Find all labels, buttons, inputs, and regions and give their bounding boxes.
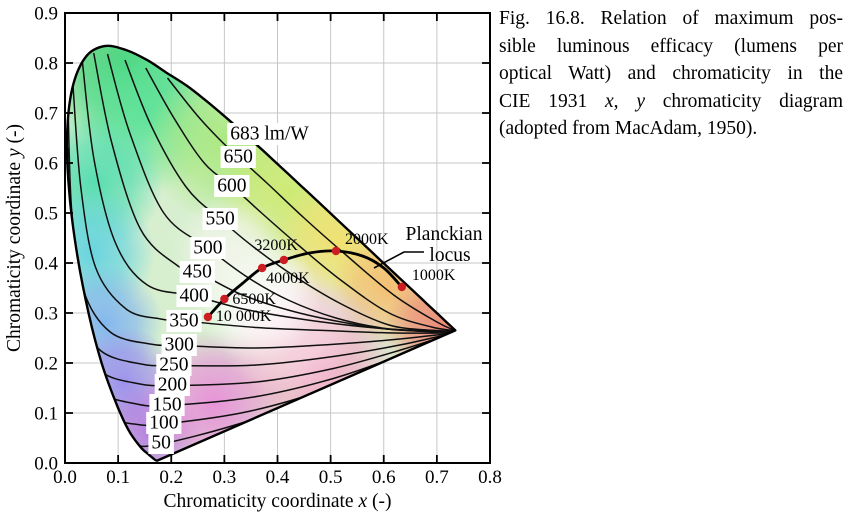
temperature-label-2000K: 2000K: [345, 231, 389, 248]
contour-label-500: 500: [193, 238, 222, 259]
axis-text: Chromaticity coordinate: [164, 491, 359, 512]
contour-line-600: [145, 67, 455, 332]
temperature-label-6500K: 6500K: [232, 291, 276, 308]
caption-text: optical Watt) and chromaticity in the: [499, 63, 843, 85]
contour-label-pill: [146, 412, 182, 434]
caption-line: Fig. 16.8. Relation of maximum pos-: [499, 5, 843, 33]
figure-caption: Fig. 16.8. Relation of maximum pos-sible…: [499, 5, 843, 143]
y-tick-label: 0.6: [34, 154, 58, 175]
caption-text: ,: [613, 90, 637, 112]
temperature-label-4000K: 4000K: [266, 270, 310, 287]
contour-label-pill: [190, 237, 226, 259]
caption-line: (adopted from MacAdam, 1950).: [499, 115, 843, 143]
contour-label-pill: [156, 354, 192, 376]
temperature-dot-1000K: [397, 282, 407, 292]
axis-text: Chromaticity coordinate: [4, 157, 25, 352]
y-tick-label: 0.2: [34, 354, 58, 375]
y-tick-label: 0.7: [34, 104, 58, 125]
spectral-locus-outline: [65, 44, 457, 462]
contour-line-550: [124, 59, 454, 332]
x-tick-label: 0.3: [213, 467, 237, 488]
temperature-dot-3200K: [279, 255, 289, 265]
y-tick-label: 0.3: [34, 304, 58, 325]
x-tick-label: 0.6: [372, 467, 396, 488]
axis-text: (-): [367, 491, 391, 512]
caption-variable: y: [636, 90, 645, 112]
temperature-label-3200K: 3200K: [254, 237, 298, 254]
planckian-locus-pointer: [373, 251, 424, 269]
tick-labels: 0.0 0.1 0.2 0.3 0.4 0.5 0.6 0.7 0.8 0.0 0.1 0.2 0.3 0…: [34, 4, 502, 489]
contour-label-683: 683 lm/W: [230, 124, 309, 145]
x-tick-label: 0.8: [478, 467, 502, 488]
caption-text: CIE 1931: [499, 90, 605, 112]
contour-label-650: 650: [224, 147, 253, 168]
caption-line: CIE 1931 x, y chromaticity diagram: [499, 88, 843, 116]
x-axis-title: Chromaticity coordinate x (-): [164, 491, 392, 512]
contour-label-pill: [214, 175, 250, 197]
caption-line: sible luminous efficacy (lumens per: [499, 33, 843, 61]
caption-variable: x: [605, 90, 614, 112]
y-axis-title: Chromaticity coordinate y (-): [4, 124, 25, 352]
axis-text: (-): [4, 124, 25, 148]
x-tick-label: 0.4: [266, 467, 290, 488]
contour-label-pill: [176, 285, 212, 307]
x-tick-label: 0.7: [425, 467, 449, 488]
caption-text: Fig. 16.8. Relation of maximum pos-: [499, 8, 843, 29]
temperature-dot-2000K: [331, 246, 341, 256]
contour-label-pill: [154, 374, 190, 396]
contour-label-pill: [148, 432, 174, 454]
y-tick-label: 0.1: [34, 404, 58, 425]
contour-label-400: 400: [179, 286, 208, 307]
contour-line-650: [166, 77, 456, 331]
contour-label-550: 550: [206, 209, 235, 230]
contour-label-200: 200: [158, 375, 187, 396]
axis-variable: y: [4, 148, 25, 159]
x-tick-label: 0.1: [106, 467, 130, 488]
axis-variable: x: [357, 491, 367, 512]
temperature-label-10000K: 10 000K: [216, 308, 272, 325]
caption-line: optical Watt) and chromaticity in the: [499, 60, 843, 88]
y-tick-label: 0.4: [34, 254, 58, 275]
caption-text: chromaticity diagram: [644, 90, 843, 112]
x-tick-label: 0.5: [319, 467, 343, 488]
contour-label-pill: [179, 261, 215, 283]
contour-label-250: 250: [159, 355, 188, 376]
contour-label-pill: [202, 208, 238, 230]
caption-text: (adopted from MacAdam, 1950).: [499, 118, 758, 140]
planckian-locus-annotation: Planckian: [406, 224, 483, 245]
planckian-locus-curve: [206, 249, 403, 318]
axis-ticks: [64, 12, 491, 464]
contour-label-150: 150: [152, 395, 181, 416]
contour-label-pill: [166, 310, 202, 332]
y-tick-label: 0.8: [34, 54, 58, 75]
contour-label-100: 100: [149, 413, 178, 434]
contour-label-pill: [149, 394, 185, 416]
x-tick-label: 0.0: [53, 467, 77, 488]
y-tick-label: 0.0: [34, 454, 58, 475]
y-tick-label: 0.9: [34, 4, 58, 25]
contour-label-350: 350: [169, 311, 198, 332]
temperature-dot-4000K: [257, 263, 267, 273]
contour-label-600: 600: [217, 176, 246, 197]
temperature-label-1000K: 1000K: [412, 267, 456, 284]
contour-label-pill: [220, 146, 256, 168]
caption-text: sible luminous efficacy (lumens per: [499, 35, 843, 57]
temperature-dot-6500K: [220, 294, 229, 304]
contour-label-pill: [227, 123, 313, 145]
y-tick-label: 0.5: [34, 204, 58, 225]
x-tick-label: 0.2: [159, 467, 183, 488]
planckian-locus-annotation: locus: [429, 245, 470, 266]
contour-label-50: 50: [151, 433, 171, 454]
contour-label-300: 300: [165, 335, 194, 356]
contour-label-pill: [161, 334, 197, 356]
temperature-dot-10000K: [203, 312, 213, 322]
contour-label-450: 450: [183, 262, 212, 283]
